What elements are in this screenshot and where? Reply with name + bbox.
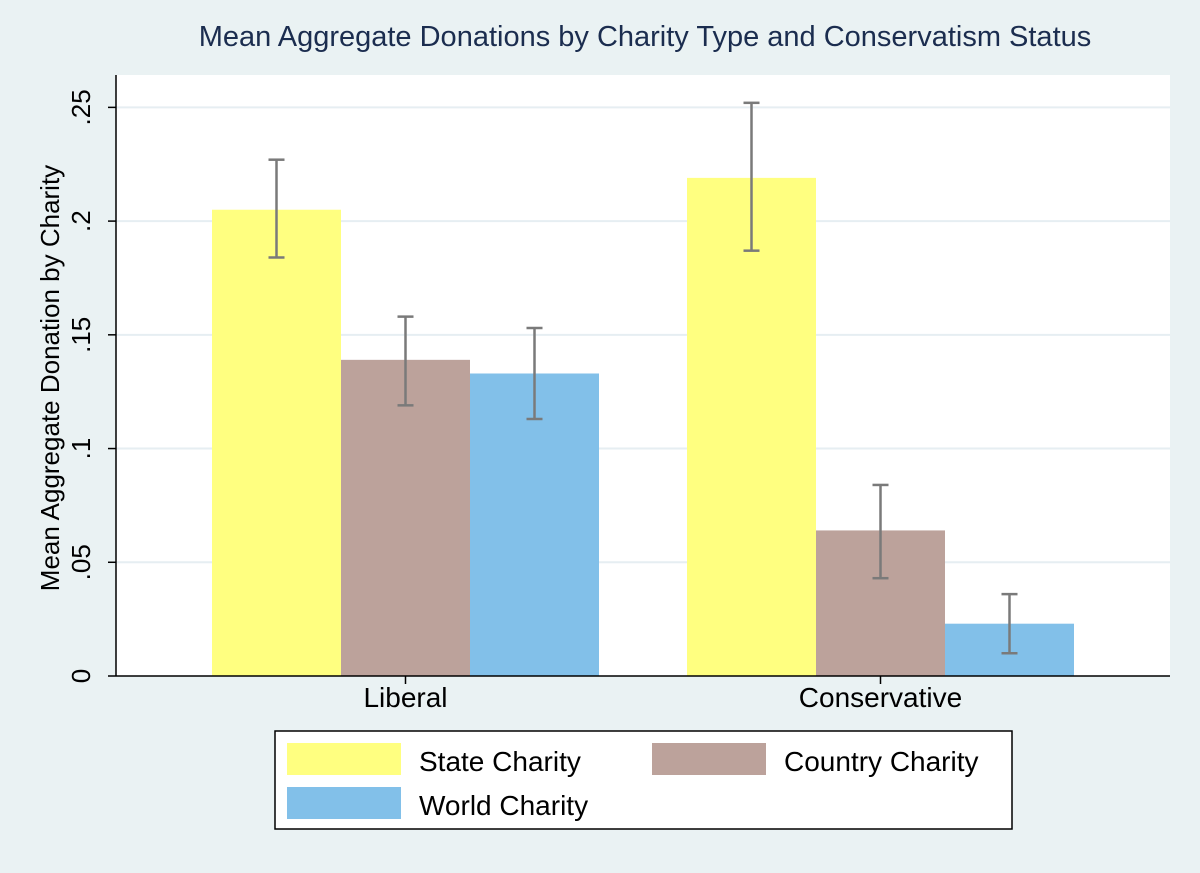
- chart-title: Mean Aggregate Donations by Charity Type…: [199, 21, 1092, 53]
- x-category-label: Liberal: [363, 682, 447, 713]
- legend-label: State Charity: [419, 746, 581, 777]
- y-tick-label: .1: [66, 438, 96, 460]
- bar: [212, 209, 341, 677]
- y-tick-label: .15: [66, 317, 96, 353]
- legend-swatch: [287, 743, 401, 775]
- legend-swatch: [287, 787, 401, 819]
- legend-label: Country Charity: [784, 746, 979, 777]
- error-bars: [268, 101, 1018, 655]
- bar: [687, 177, 816, 676]
- legend-swatch: [652, 743, 766, 775]
- y-tick-label: .2: [66, 210, 96, 232]
- bar: [470, 373, 599, 676]
- x-axis-category-labels: Liberal Conservative: [363, 676, 962, 713]
- bars: [212, 177, 1074, 677]
- y-axis-label: Mean Aggregate Donation by Charity: [35, 165, 65, 591]
- bar: [341, 359, 470, 676]
- legend: State Charity Country Charity World Charit…: [287, 743, 979, 821]
- y-tick-label: .05: [66, 544, 96, 580]
- y-axis-ticks: 0 .05 .1 .15 .2 .25: [66, 89, 116, 683]
- x-category-label: Conservative: [799, 682, 962, 713]
- y-tick-label: 0: [66, 669, 96, 683]
- y-tick-label: .25: [66, 89, 96, 125]
- legend-label: World Charity: [419, 790, 588, 821]
